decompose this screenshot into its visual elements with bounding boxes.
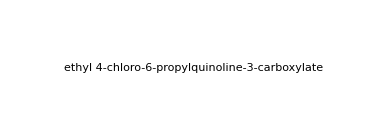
Text: ethyl 4-chloro-6-propylquinoline-3-carboxylate: ethyl 4-chloro-6-propylquinoline-3-carbo… <box>64 63 323 73</box>
